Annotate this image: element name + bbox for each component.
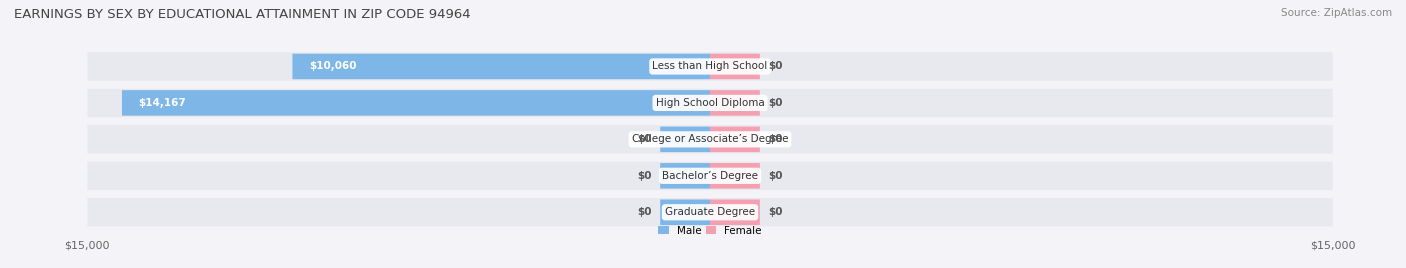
Text: High School Diploma: High School Diploma <box>655 98 765 108</box>
FancyBboxPatch shape <box>661 199 710 225</box>
Text: $0: $0 <box>768 61 783 72</box>
Text: Less than High School: Less than High School <box>652 61 768 72</box>
Text: $0: $0 <box>768 134 783 144</box>
Text: Bachelor’s Degree: Bachelor’s Degree <box>662 171 758 181</box>
Text: EARNINGS BY SEX BY EDUCATIONAL ATTAINMENT IN ZIP CODE 94964: EARNINGS BY SEX BY EDUCATIONAL ATTAINMEN… <box>14 8 471 21</box>
Text: College or Associate’s Degree: College or Associate’s Degree <box>631 134 789 144</box>
FancyBboxPatch shape <box>87 125 1333 154</box>
Legend: Male, Female: Male, Female <box>654 222 766 240</box>
FancyBboxPatch shape <box>661 126 710 152</box>
Text: $0: $0 <box>637 171 652 181</box>
FancyBboxPatch shape <box>710 54 759 79</box>
Text: $0: $0 <box>768 207 783 217</box>
Text: $0: $0 <box>768 171 783 181</box>
FancyBboxPatch shape <box>122 90 710 116</box>
FancyBboxPatch shape <box>710 199 759 225</box>
FancyBboxPatch shape <box>710 163 759 189</box>
Text: Source: ZipAtlas.com: Source: ZipAtlas.com <box>1281 8 1392 18</box>
FancyBboxPatch shape <box>710 126 759 152</box>
Text: $0: $0 <box>768 98 783 108</box>
FancyBboxPatch shape <box>661 163 710 189</box>
FancyBboxPatch shape <box>87 89 1333 117</box>
FancyBboxPatch shape <box>292 54 710 79</box>
Text: $10,060: $10,060 <box>309 61 357 72</box>
Text: $0: $0 <box>637 134 652 144</box>
FancyBboxPatch shape <box>87 198 1333 226</box>
FancyBboxPatch shape <box>87 162 1333 190</box>
Text: $14,167: $14,167 <box>139 98 187 108</box>
FancyBboxPatch shape <box>710 90 759 116</box>
Text: $0: $0 <box>637 207 652 217</box>
FancyBboxPatch shape <box>87 52 1333 81</box>
Text: Graduate Degree: Graduate Degree <box>665 207 755 217</box>
